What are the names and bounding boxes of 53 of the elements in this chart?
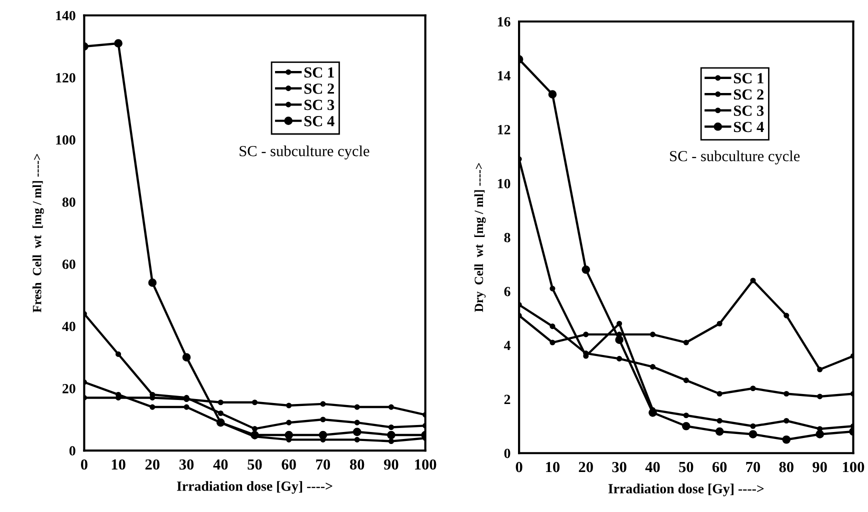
y-tick-label: 4 (504, 340, 510, 350)
x-tick-label: 40 (213, 459, 228, 470)
legend-label: SC 2 (734, 89, 764, 100)
y-tick-label: 80 (62, 197, 76, 207)
x-tick-label: 90 (384, 459, 398, 470)
legend-label: SC 4 (734, 122, 764, 132)
x-tick-label: 80 (350, 459, 364, 470)
y-tick-label: 20 (62, 384, 76, 394)
y-tick-label: 120 (56, 73, 76, 82)
y-tick-label: 12 (498, 125, 510, 134)
y-tick-label: 40 (62, 322, 76, 332)
legend-label: SC 3 (734, 106, 764, 116)
x-tick-label: 20 (578, 462, 593, 472)
x-tick-label: 30 (179, 459, 194, 470)
x-tick-label: 60 (712, 462, 727, 472)
x-tick-label: 10 (546, 462, 560, 472)
y-tick-label: 10 (498, 178, 510, 188)
legend-label: SC 2 (304, 84, 334, 94)
x-tick-label: 70 (316, 459, 330, 470)
x-tick-label: 80 (779, 462, 794, 472)
x-tick-label: 50 (248, 459, 262, 470)
y-tick-label: 60 (62, 260, 76, 269)
annotation: SC - subculture cycle (670, 150, 800, 164)
legend-label: SC 3 (304, 100, 334, 110)
y-axis-title: Fresh Cell wt [mg / ml] ----> (32, 154, 44, 312)
y-tick-label: 2 (504, 394, 510, 404)
x-tick-label: 60 (282, 459, 296, 470)
y-tick-label: 14 (498, 71, 510, 80)
x-tick-label: 20 (145, 459, 160, 470)
y-tick-label: 6 (504, 286, 510, 296)
legend-label: SC 1 (734, 73, 764, 84)
y-tick-label: 8 (504, 232, 510, 242)
legend-label: SC 1 (304, 67, 334, 78)
x-tick-label: 100 (415, 459, 436, 470)
x-tick-label: 10 (112, 459, 126, 470)
x-tick-label: 70 (746, 462, 760, 472)
y-tick-label: 16 (498, 17, 510, 26)
y-tick-label: 140 (56, 10, 76, 20)
x-tick-label: 100 (843, 462, 864, 472)
y-tick-label: 0 (504, 448, 510, 458)
y-tick-label: 0 (69, 446, 76, 456)
x-axis-title: Irradiation dose [Gy] ----> (177, 481, 332, 494)
legend-label: SC 4 (304, 116, 334, 126)
x-tick-label: 90 (812, 462, 827, 472)
x-tick-label: 0 (80, 459, 88, 470)
x-tick-label: 0 (516, 462, 522, 472)
x-tick-label: 30 (612, 462, 626, 472)
x-axis-title: Irradiation dose [Gy] ----> (608, 484, 764, 496)
x-tick-label: 50 (679, 462, 694, 472)
annotation: SC - subculture cycle (240, 146, 370, 160)
x-tick-label: 40 (645, 462, 660, 472)
y-axis-title: Dry Cell wt [mg / ml] ----> (474, 163, 486, 312)
y-tick-label: 100 (56, 135, 76, 145)
